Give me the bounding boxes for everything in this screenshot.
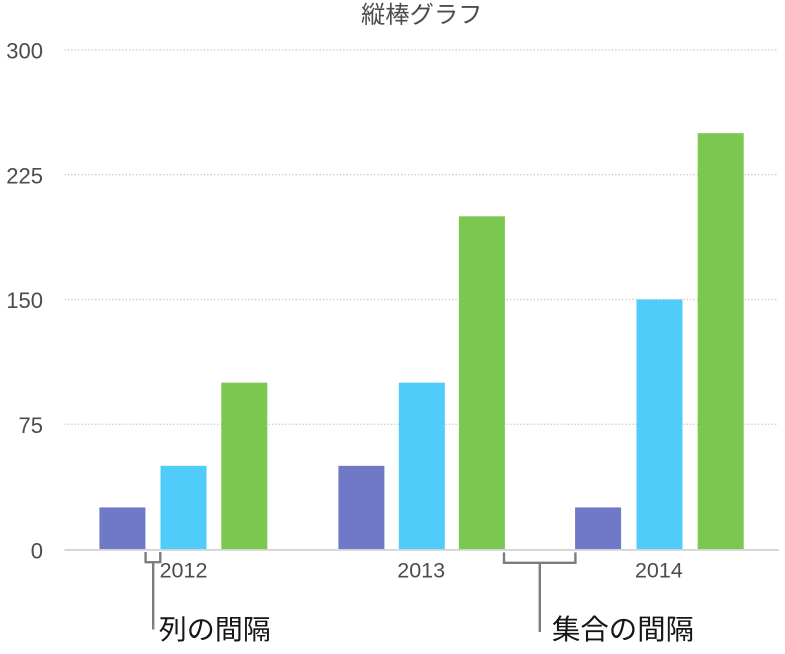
svg-text:225: 225 bbox=[6, 163, 43, 188]
svg-text:2014: 2014 bbox=[635, 559, 683, 583]
svg-text:0: 0 bbox=[31, 539, 43, 564]
svg-text:150: 150 bbox=[6, 288, 43, 313]
svg-text:2013: 2013 bbox=[397, 559, 445, 583]
svg-text:75: 75 bbox=[19, 413, 43, 438]
svg-text:2012: 2012 bbox=[160, 559, 208, 583]
svg-text:300: 300 bbox=[6, 39, 43, 64]
